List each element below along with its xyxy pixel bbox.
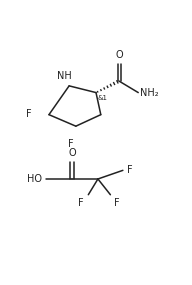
Text: O: O [68,148,76,158]
Text: HO: HO [27,174,42,184]
Text: NH₂: NH₂ [140,88,159,98]
Text: O: O [115,50,123,60]
Text: F: F [79,198,84,208]
Text: F: F [68,139,74,149]
Text: F: F [26,109,32,119]
Text: NH: NH [57,71,72,81]
Text: F: F [127,165,132,175]
Text: F: F [114,198,119,208]
Text: &1: &1 [98,95,108,101]
